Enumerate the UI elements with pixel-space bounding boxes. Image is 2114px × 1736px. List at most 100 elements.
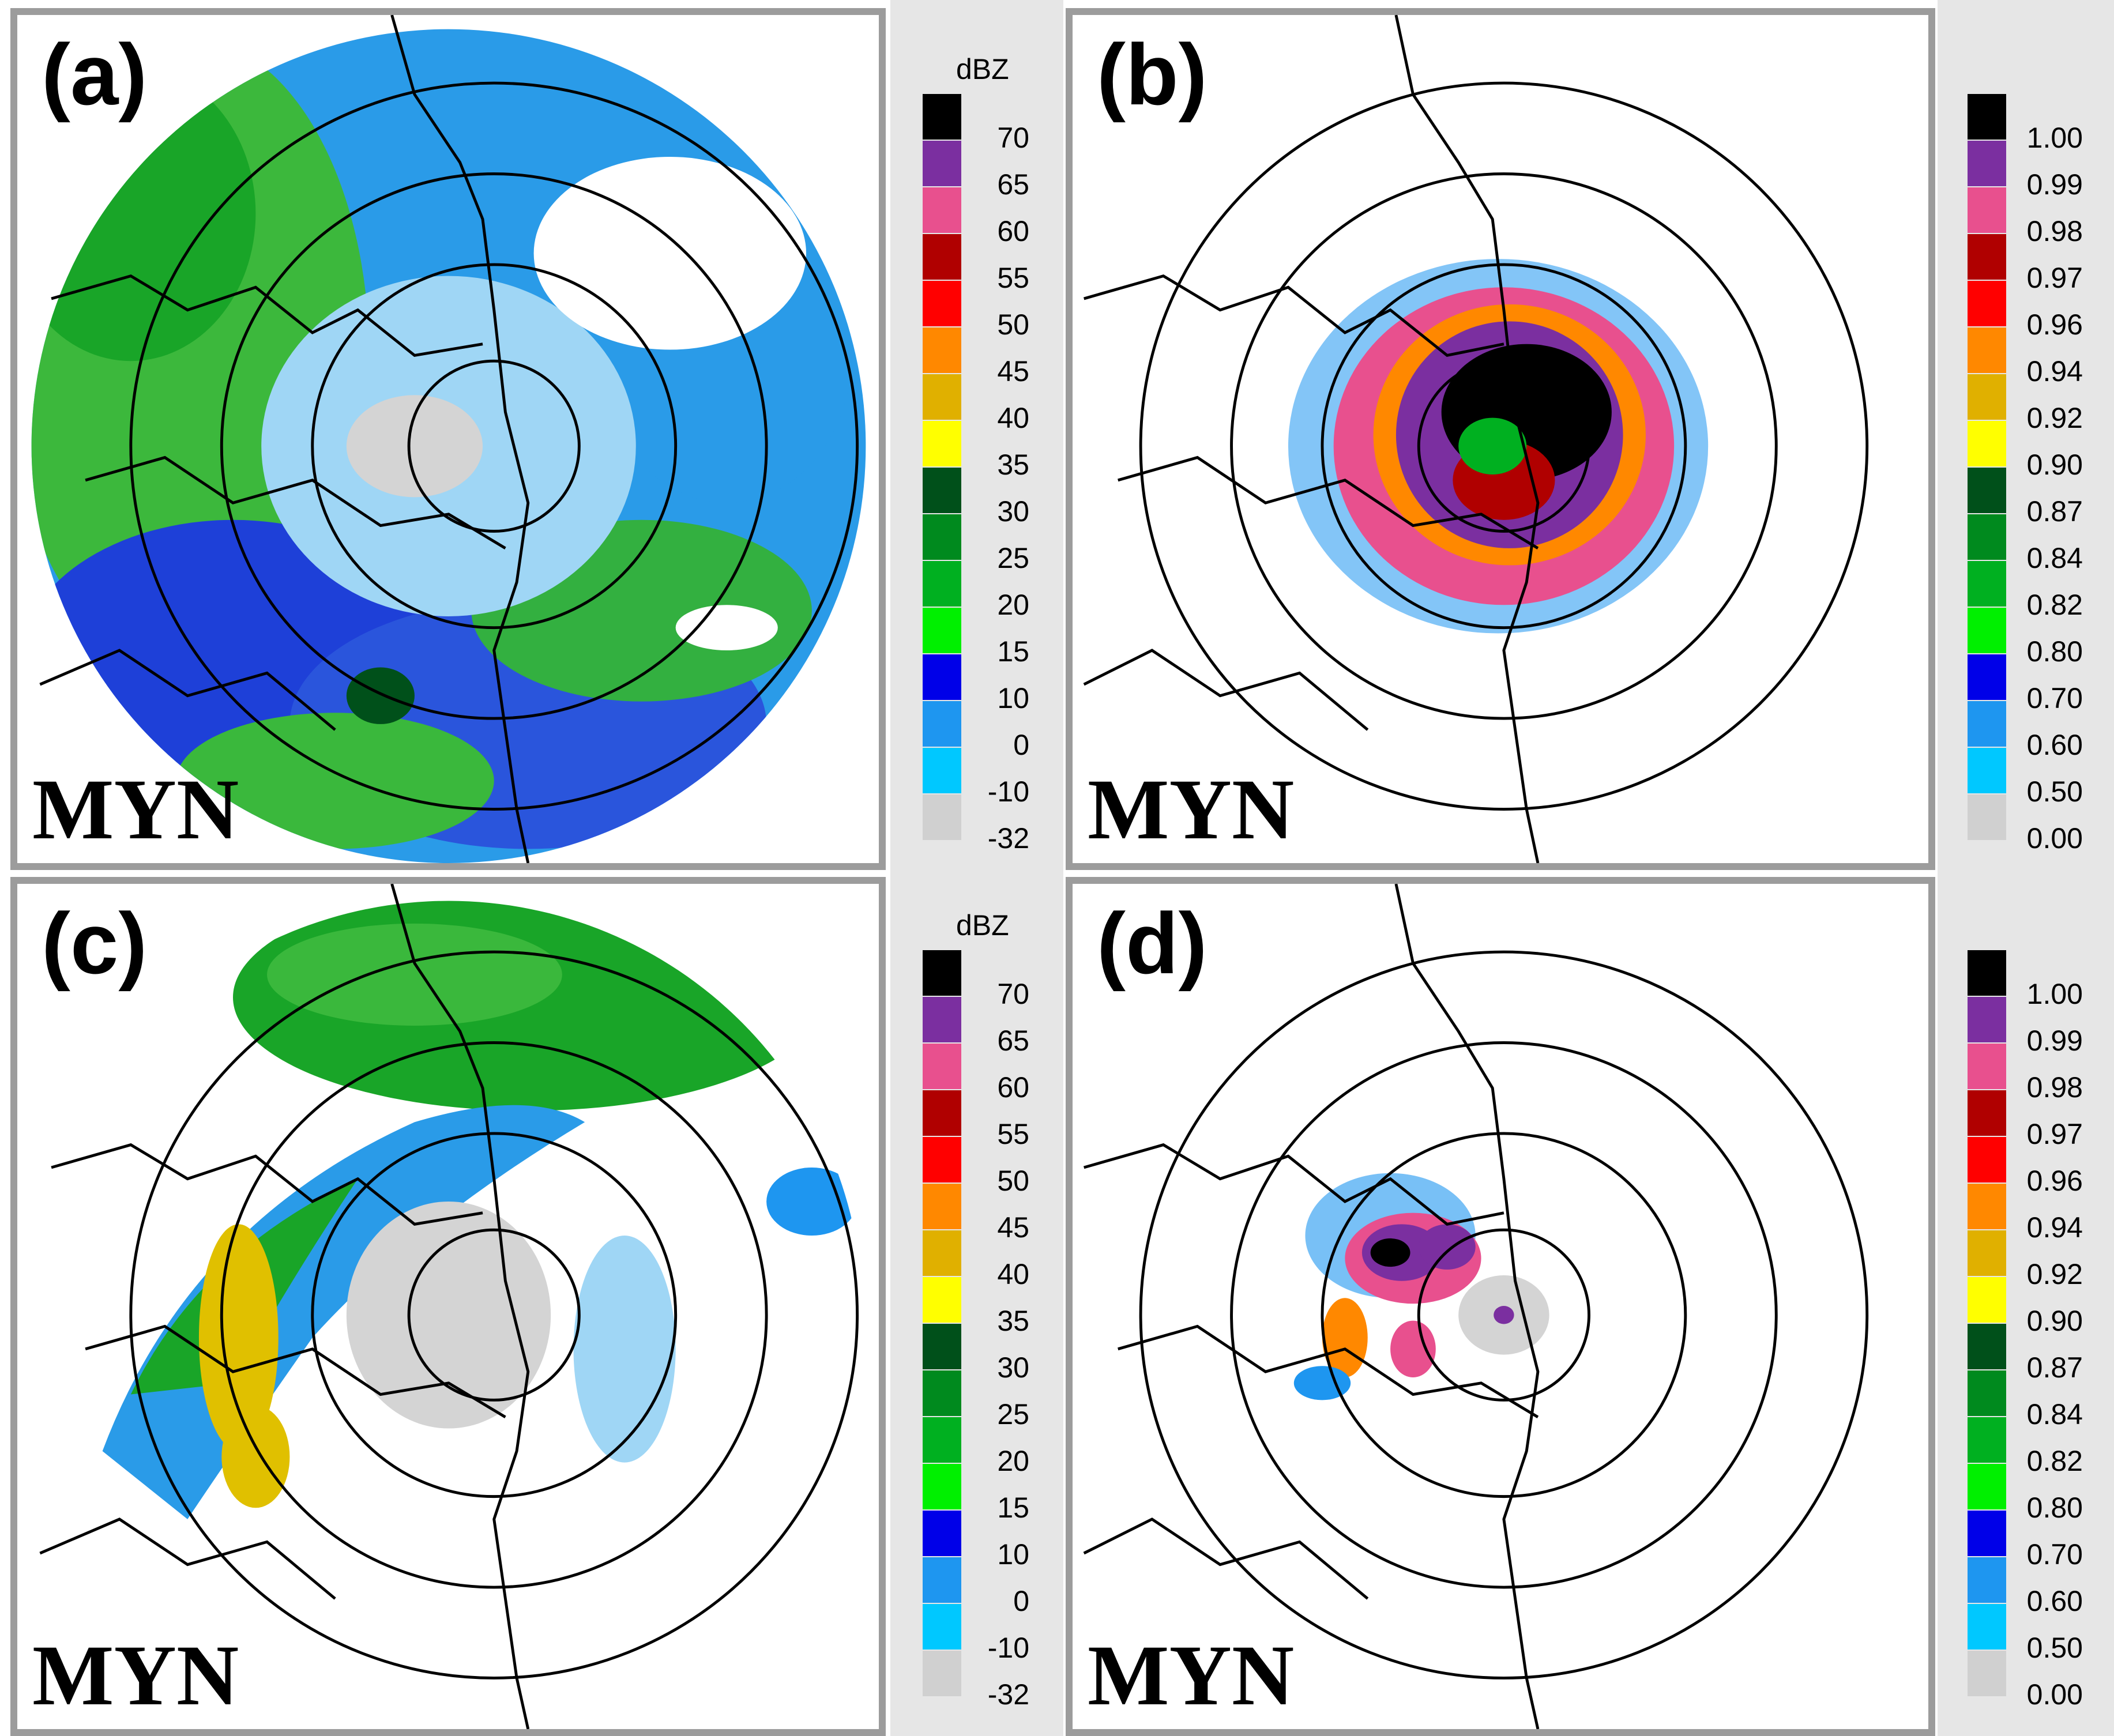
legend-value: 0.97 xyxy=(2026,262,2083,294)
legend-entry: 0.70 xyxy=(1968,654,2083,713)
legend-swatch xyxy=(1968,701,2006,747)
range-ring-1 xyxy=(1417,1228,1590,1402)
radar-image-b xyxy=(1083,15,1869,863)
legend-value: 45 xyxy=(997,355,1029,387)
legend-swatch xyxy=(1968,141,2006,186)
legend-entry: 20 xyxy=(923,1417,1029,1475)
panel-label: (a) xyxy=(42,31,151,126)
panel-label: (b) xyxy=(1097,31,1211,126)
legend-swatch xyxy=(923,421,961,466)
province-border xyxy=(1118,455,1539,550)
panel-label: (d) xyxy=(1097,900,1211,995)
legend-entry: 0.84 xyxy=(1968,1370,2083,1429)
legend-entry: 35 xyxy=(923,421,1029,479)
radar-image-d xyxy=(1083,884,1869,1729)
legend-swatch xyxy=(1968,1324,2006,1369)
legend-swatch xyxy=(1968,234,2006,280)
legend-value: -10 xyxy=(987,1632,1029,1664)
legend-value: 15 xyxy=(997,1492,1029,1524)
legend-swatch xyxy=(1968,468,2006,513)
legend-value: 0.98 xyxy=(2026,215,2083,247)
range-ring-3 xyxy=(1230,172,1778,720)
province-border xyxy=(39,649,336,731)
legend-value: 0.92 xyxy=(2026,1258,2083,1290)
range-ring-1 xyxy=(1417,359,1590,533)
legend-value: 0.90 xyxy=(2026,449,2083,481)
legend-swatch xyxy=(923,997,961,1042)
legend-entry: -10 xyxy=(923,1604,1029,1662)
legend-entry: 0.50 xyxy=(1968,1604,2083,1662)
legend-swatch xyxy=(1968,187,2006,233)
legend-entry: 0.87 xyxy=(1968,468,2083,526)
legend-swatch xyxy=(923,748,961,793)
legend-value: 35 xyxy=(997,1305,1029,1337)
range-ring-2 xyxy=(1321,263,1687,630)
legend-swatch xyxy=(1968,1230,2006,1276)
legend-swatch xyxy=(1968,1277,2006,1323)
legend-entry: 10 xyxy=(923,1511,1029,1569)
legend-swatch xyxy=(1968,327,2006,373)
legend-entry: 25 xyxy=(923,1370,1029,1429)
radar-image-c xyxy=(39,884,859,1729)
legend-value: 0.94 xyxy=(2026,1211,2083,1244)
legend-entry: 40 xyxy=(923,1230,1029,1289)
legend-swatch xyxy=(923,94,961,140)
range-ring-1 xyxy=(407,1228,581,1402)
legend-entry: 0.70 xyxy=(1968,1511,2083,1569)
legend-swatch xyxy=(923,141,961,186)
legend-value: 0.99 xyxy=(2026,168,2083,201)
legend-value: 0.60 xyxy=(2026,1585,2083,1617)
province-border xyxy=(1083,1517,1369,1600)
legend-value: 50 xyxy=(997,1165,1029,1197)
range-ring-3 xyxy=(1230,1041,1778,1589)
legend-value: -32 xyxy=(987,822,1029,854)
legend-value: 0.00 xyxy=(2026,822,2083,854)
legend-entry: -32 xyxy=(923,794,1029,853)
legend-value: 0.87 xyxy=(2026,1351,2083,1384)
coastline xyxy=(390,884,530,1729)
legend-value: 25 xyxy=(997,542,1029,574)
station-label: MYN xyxy=(32,1628,239,1723)
range-ring-1 xyxy=(407,359,581,533)
legend-value: 50 xyxy=(997,308,1029,341)
legend-entry: 10 xyxy=(923,654,1029,713)
legend-value: 0.82 xyxy=(2026,1445,2083,1477)
legend-value: 10 xyxy=(997,682,1029,714)
legend-entry: 0.82 xyxy=(1968,1417,2083,1475)
range-ring-4 xyxy=(129,950,859,1679)
range-ring-2 xyxy=(311,263,678,630)
range-ring-3 xyxy=(220,1041,768,1589)
legend-swatch xyxy=(923,561,961,607)
legend-entry: 1.00 xyxy=(1968,94,2083,152)
legend-swatch xyxy=(923,1277,961,1323)
legend-entry: 60 xyxy=(923,187,1029,246)
legend-swatch xyxy=(923,468,961,513)
legend-swatch xyxy=(1968,421,2006,466)
legend-swatch xyxy=(1968,950,2006,996)
radar-panel-a: (a) MYN xyxy=(10,8,886,870)
legend-unit: dBZ xyxy=(956,909,1009,942)
legend-value: 0.87 xyxy=(2026,495,2083,528)
province-border xyxy=(85,455,506,550)
legend-entry: 0.98 xyxy=(1968,187,2083,246)
radar-panel-d: (d) MYN xyxy=(1066,877,1935,1736)
legend-entry: 55 xyxy=(923,234,1029,292)
legend-entry: 0.82 xyxy=(1968,561,2083,619)
legend-entry: -32 xyxy=(923,1651,1029,1709)
legend-swatch xyxy=(923,1370,961,1416)
legend-value: 1.00 xyxy=(2026,122,2083,154)
legend-swatch xyxy=(1968,1090,2006,1136)
legend-swatch xyxy=(923,514,961,560)
legend-entry: 0.94 xyxy=(1968,327,2083,386)
legend-entry: 0.96 xyxy=(1968,281,2083,339)
legend-value: 0.50 xyxy=(2026,775,2083,808)
legend-value: 0.70 xyxy=(2026,1538,2083,1571)
range-ring-3 xyxy=(220,172,768,720)
legend-swatch xyxy=(1968,1417,2006,1463)
legend-value: 25 xyxy=(997,1398,1029,1430)
legend-entry: 0.92 xyxy=(1968,374,2083,432)
legend-value: 65 xyxy=(997,168,1029,201)
legend-swatch xyxy=(1968,748,2006,793)
legend-value: 70 xyxy=(997,122,1029,154)
province-border xyxy=(1118,1324,1539,1418)
